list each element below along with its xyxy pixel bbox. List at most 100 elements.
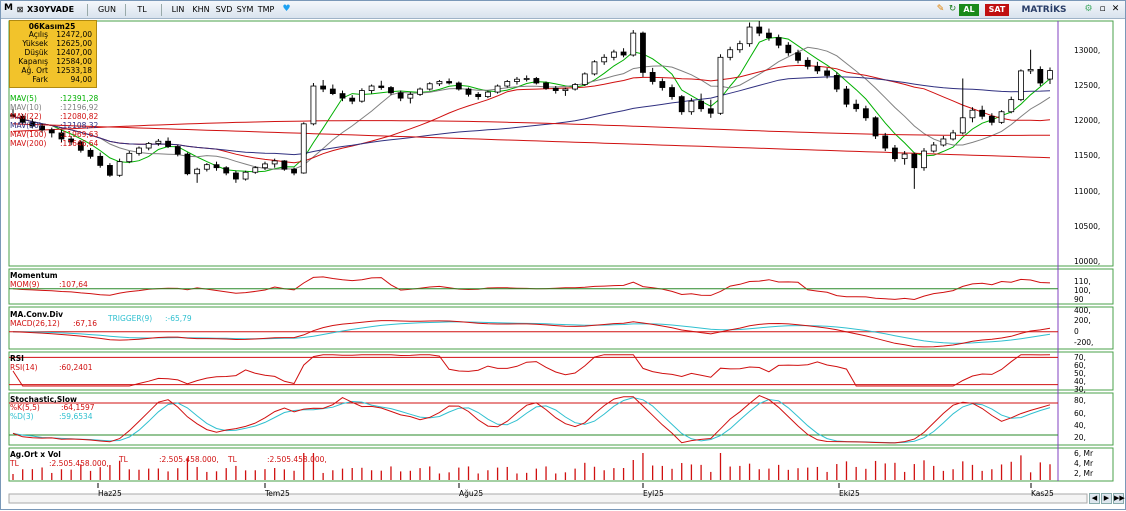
minimize-icon[interactable]: ▫ — [1099, 4, 1106, 14]
candle-body — [97, 155, 104, 166]
currency-button[interactable]: TL — [137, 5, 147, 14]
zoom-out-icon[interactable]: ◀ — [1089, 493, 1100, 504]
date-tick: Tem25 — [265, 489, 290, 498]
candle-button[interactable]: KHN — [192, 5, 210, 14]
tmp-button[interactable]: TMP — [257, 5, 275, 14]
candle-body — [271, 160, 278, 165]
close-icon[interactable]: ✕ — [1111, 4, 1120, 14]
candle-body — [58, 132, 65, 140]
price-tick: 13000, — [1074, 46, 1101, 55]
linear-button[interactable]: LIN — [171, 5, 185, 14]
symbol-icon[interactable]: ⊠ — [16, 5, 24, 14]
stoch-d-value: :59,6534 — [59, 412, 93, 421]
candle-body — [998, 111, 1005, 123]
stoch-k-label: %K(5,5) — [10, 403, 40, 412]
legend-mav10: MAV(10):12196,92 — [10, 103, 99, 112]
trigger-label: TRIGGER(9) — [108, 314, 153, 323]
candle-body — [814, 65, 821, 72]
candle-body — [68, 138, 75, 143]
legend-mav22: MAV(22):12080,82 — [10, 112, 99, 121]
candle-body — [921, 150, 927, 169]
candle-body — [736, 43, 743, 51]
candle-body — [698, 100, 705, 110]
momentum-label: MOM(9) — [10, 280, 40, 289]
twitter-icon[interactable]: ♥ — [282, 4, 291, 14]
candle-body — [388, 87, 394, 94]
candle-body — [213, 164, 220, 169]
candle-body — [950, 132, 956, 140]
scroll-end-icon[interactable]: ▶▶ — [1113, 493, 1125, 504]
volume-unit: TL — [119, 455, 128, 464]
momentum-value: :107,64 — [59, 280, 88, 289]
candle-body — [911, 153, 918, 169]
legend-mav200: MAV(200):11646,64 — [10, 139, 99, 148]
macd-tick: 0 — [1074, 327, 1079, 336]
mav200-line — [12, 123, 1051, 159]
candle-body — [10, 114, 16, 117]
buy-button[interactable]: AL — [959, 4, 979, 16]
svd-button[interactable]: SVD — [215, 5, 233, 14]
pencil-icon[interactable]: ✎ — [936, 4, 945, 14]
candle-body — [659, 81, 666, 88]
candle-body — [39, 125, 45, 131]
volume-tick: 4, Mr — [1074, 459, 1094, 468]
candle-body — [475, 93, 482, 98]
info-date: 06Kasım25 — [28, 22, 76, 31]
price-tick: 11500, — [1074, 151, 1101, 160]
candle-body — [320, 85, 327, 90]
candle-body — [465, 88, 472, 95]
info-row-high: Yüksek 12625,00 — [22, 39, 92, 48]
candle-body — [407, 93, 414, 99]
candle-body — [329, 88, 336, 94]
price-tick: 11000, — [1074, 187, 1101, 196]
candle-body — [1027, 68, 1034, 72]
info-row-diff: Fark 94,00 — [32, 75, 92, 84]
rsi-tick: 30, — [1074, 385, 1086, 394]
volume-unit: TL — [10, 459, 19, 468]
candle-body — [649, 72, 656, 82]
candle-body — [194, 168, 201, 175]
candle-body — [746, 26, 753, 45]
candle-body — [242, 171, 249, 180]
candle-body — [591, 61, 598, 75]
info-row-open: Açılış 12472,00 — [28, 30, 92, 39]
candle-body — [872, 117, 879, 137]
panel-frame — [8, 392, 1114, 446]
chart-toolbar: M ⊠ X30YVADE GUN TL LIN KHN SVD SYM TMP … — [1, 1, 1125, 19]
candle-body — [494, 85, 501, 93]
stoch-tick: 20, — [1074, 433, 1086, 442]
candle-body — [785, 44, 792, 54]
legend-mav50: MAV(50):12108,32 — [10, 121, 99, 130]
candle-body — [349, 97, 356, 102]
panel-frame — [8, 447, 1114, 482]
trigger-line — [12, 321, 1051, 344]
symbol-field[interactable]: X30YVADE — [27, 5, 75, 14]
brand-logo: MATRİKS — [1021, 5, 1067, 15]
sell-button[interactable]: SAT — [985, 4, 1009, 16]
sym-button[interactable]: SYM — [236, 5, 254, 14]
candle-body — [669, 87, 675, 98]
zoom-in-icon[interactable]: ▶ — [1101, 493, 1112, 504]
candle-body — [717, 56, 724, 114]
candle-body — [358, 90, 365, 102]
rsi-tick: 60, — [1074, 361, 1086, 370]
macd-line — [12, 320, 1051, 348]
candle-body — [543, 82, 549, 89]
candle-body — [901, 153, 908, 160]
candle-body — [174, 146, 181, 155]
refresh-icon[interactable]: ↻ — [948, 4, 957, 14]
candle-body — [310, 85, 317, 125]
horizontal-scrollbar — [8, 493, 1088, 504]
candle-body — [630, 32, 637, 56]
candle-body — [87, 149, 94, 157]
price-tick: 12500, — [1074, 81, 1101, 90]
tools-icon[interactable]: ⚙ — [1084, 4, 1093, 14]
period-button[interactable]: GUN — [97, 5, 117, 14]
candle-body — [688, 100, 695, 113]
candle-body — [1037, 68, 1044, 84]
panel-frame — [8, 351, 1114, 391]
candle-body — [107, 165, 113, 176]
candle-body — [610, 51, 617, 58]
candle-body — [581, 73, 588, 85]
